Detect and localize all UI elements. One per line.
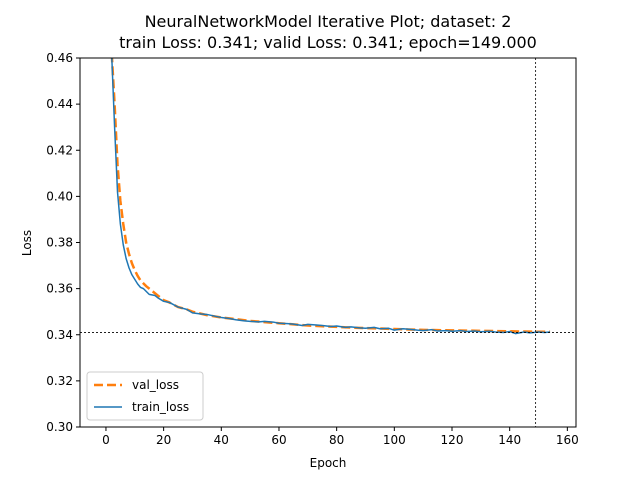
y-tick-label: 0.38 [46,236,73,250]
y-axis-label: Loss [20,230,34,256]
x-tick-label: 0 [102,433,110,447]
y-tick-label: 0.36 [46,282,73,296]
legend: val_loss train_loss [86,371,204,421]
y-tick-label: 0.42 [46,143,73,157]
x-tick-label: 160 [556,433,579,447]
x-tick-label: 100 [383,433,406,447]
y-tick-label: 0.40 [46,189,73,203]
legend-label-val-loss: val_loss [132,378,179,392]
y-tick-label: 0.34 [46,328,73,342]
x-tick-label: 60 [271,433,286,447]
y-tick-label: 0.32 [46,374,73,388]
x-tick-label: 20 [156,433,171,447]
series-layer [110,58,551,335]
x-tick-label: 140 [498,433,521,447]
y-tick-label: 0.44 [46,97,73,111]
legend-label-train-loss: train_loss [132,400,189,414]
y-axis-ticks: 0.30 0.32 0.34 0.36 0.38 0.40 0.42 0.44 0.46 [46,51,80,434]
series-line-train-loss [111,58,551,335]
chart-title-line-2: train Loss: 0.341; valid Loss: 0.341; ep… [119,33,537,52]
y-tick-label: 0.30 [46,420,73,434]
x-axis-ticks: 0 20 40 60 80 100 120 140 160 [102,427,579,447]
x-tick-label: 80 [329,433,344,447]
y-tick-label: 0.46 [46,51,73,65]
x-axis-label: Epoch [310,456,347,470]
chart-title-line-1: NeuralNetworkModel Iterative Plot; datas… [145,12,512,31]
reference-lines [80,58,576,427]
x-tick-label: 40 [214,433,229,447]
x-tick-label: 120 [441,433,464,447]
